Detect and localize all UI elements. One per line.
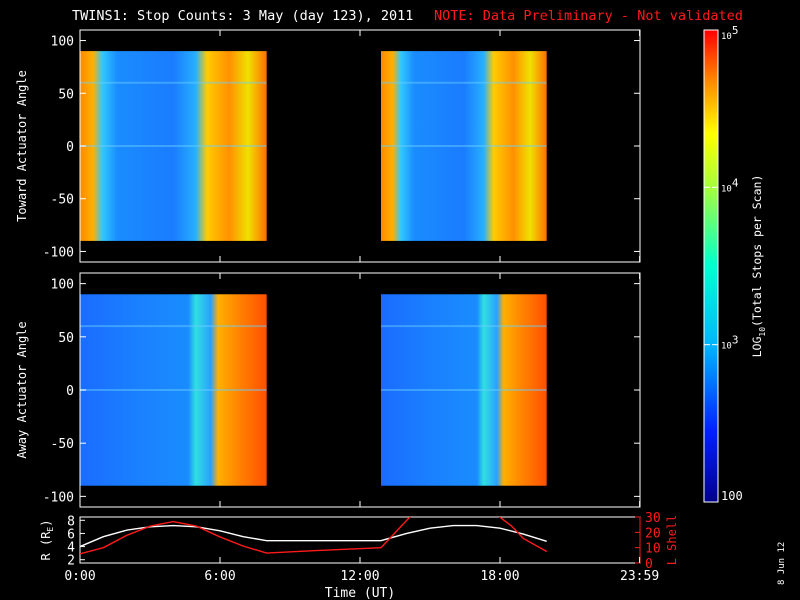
x-tick-label: 0:00 bbox=[64, 569, 95, 584]
colorbar-label: LOG10(Total Stops per Scan) bbox=[750, 175, 767, 358]
colorbar-tick-label: 103 bbox=[721, 334, 738, 352]
lshell-series-line bbox=[498, 517, 548, 553]
left-axis-label-text: R (R bbox=[39, 531, 53, 561]
colorbar-tick-base: 10 bbox=[721, 184, 732, 194]
y-tick-label: 50 bbox=[58, 87, 74, 102]
right-y-tick-label: 20 bbox=[645, 526, 661, 541]
y-tick-label: -100 bbox=[43, 490, 74, 505]
x-tick-label: 23:59 bbox=[620, 569, 659, 584]
y-tick-label: -100 bbox=[43, 245, 74, 260]
colorbar-tick-base: 100 bbox=[721, 489, 743, 503]
away-actuator-panel: 100 50 0 -50 -100 Away Actuator Angle bbox=[15, 272, 641, 508]
y-axis-label: Toward Actuator Angle bbox=[15, 70, 29, 222]
y-tick-label: 0 bbox=[66, 140, 74, 155]
y-tick-label: 100 bbox=[51, 278, 74, 293]
y-axis-label: Away Actuator Angle bbox=[15, 321, 29, 458]
colorbar-tick-exp: 4 bbox=[732, 176, 739, 189]
left-y-tick-label: 2 bbox=[67, 554, 75, 569]
colorbar-gradient bbox=[703, 29, 719, 503]
right-axis-label: L Shell bbox=[665, 515, 679, 566]
left-y-tick-label: 4 bbox=[67, 541, 75, 556]
x-tick-label: 12:00 bbox=[340, 569, 379, 584]
heatmap-block bbox=[381, 51, 547, 241]
y-tick-label: -50 bbox=[51, 193, 74, 208]
y-tick-label: -50 bbox=[51, 437, 74, 452]
x-axis-label: Time (UT) bbox=[325, 586, 395, 600]
left-axis-label-sub: E bbox=[46, 527, 55, 532]
right-y-tick-label: 10 bbox=[645, 542, 661, 557]
colorbar-tick-exp: 5 bbox=[732, 24, 739, 37]
left-y-tick-label: 6 bbox=[67, 527, 75, 542]
heatmap-block bbox=[381, 294, 547, 486]
lshell-series-line bbox=[80, 517, 411, 555]
colorbar-tick-label: 100 bbox=[721, 489, 743, 503]
left-axis-label: R (RE) bbox=[39, 520, 55, 561]
colorbar-tick-label: 105 bbox=[721, 24, 738, 42]
y-tick-label: 100 bbox=[51, 35, 74, 50]
colorbar-tick-base: 10 bbox=[721, 32, 732, 42]
toward-actuator-panel: 100 50 0 -50 -100 Toward Actuator Angle bbox=[15, 29, 641, 263]
preliminary-note: NOTE: Data Preliminary - Not validated bbox=[434, 8, 743, 24]
heatmap-block bbox=[80, 294, 267, 486]
date-stamp: 8 Jun 12 bbox=[777, 542, 787, 585]
r-series-line bbox=[80, 524, 547, 548]
colorbar-tick-label: 104 bbox=[721, 176, 739, 194]
y-tick-label: 50 bbox=[58, 331, 74, 346]
y-tick-label: 0 bbox=[66, 384, 74, 399]
figure-title: TWINS1: Stop Counts: 3 May (day 123), 20… bbox=[72, 8, 413, 24]
right-y-tick-label: 0 bbox=[645, 557, 653, 572]
x-tick-label: 18:00 bbox=[480, 569, 519, 584]
left-axis-label-end: ) bbox=[39, 520, 53, 527]
right-y-tick-label: 30 bbox=[645, 511, 661, 526]
colorbar-tick-exp: 3 bbox=[732, 334, 739, 347]
heatmap-block bbox=[80, 51, 267, 241]
x-tick-label: 6:00 bbox=[204, 569, 235, 584]
left-y-tick-label: 8 bbox=[67, 514, 75, 529]
colorbar-tick-base: 10 bbox=[721, 342, 732, 352]
